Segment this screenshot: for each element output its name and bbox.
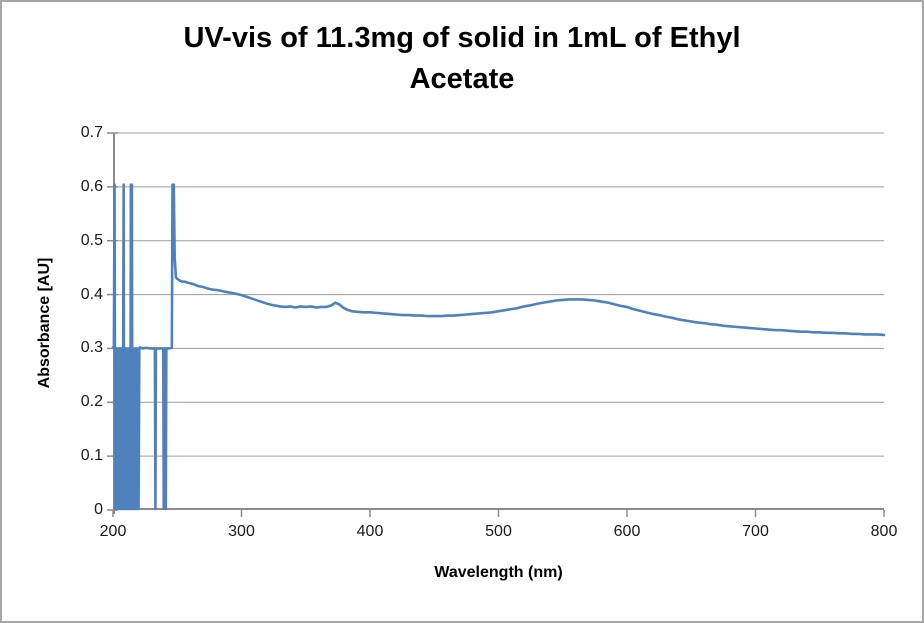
y-tick-label-0.3: 0.3 — [80, 339, 103, 357]
y-tick-label-0.5: 0.5 — [80, 231, 103, 249]
x-tick-label-500: 500 — [485, 523, 512, 540]
x-tick-label-600: 600 — [613, 523, 641, 540]
x-axis-title: Wavelength (nm) — [434, 564, 563, 581]
y-tick-label-0.7: 0.7 — [80, 124, 103, 141]
y-tick-label-0.6: 0.6 — [80, 177, 103, 195]
plot-area — [107, 132, 886, 517]
chart-title: UV-vis of 11.3mg of solid in 1mL of Ethy… — [2, 18, 922, 99]
x-tick-label-400: 400 — [356, 523, 384, 540]
x-tick-label-700: 700 — [742, 523, 769, 540]
y-tick-label-0.1: 0.1 — [80, 447, 103, 465]
x-tick-label-300: 300 — [228, 523, 255, 540]
y-tick-label-0.2: 0.2 — [80, 393, 103, 411]
y-tick-label-0.4: 0.4 — [80, 285, 103, 303]
chart-title-line2: Acetate — [409, 62, 515, 95]
y-tick-label-0: 0 — [94, 501, 103, 518]
spectrum-line — [111, 183, 886, 511]
y-axis-title: Absorbance [AU] — [36, 257, 53, 389]
x-tick-label-200: 200 — [99, 523, 127, 540]
chart-title-line1: UV-vis of 11.3mg of solid in 1mL of Ethy… — [183, 22, 741, 54]
x-tick-label-800: 800 — [870, 523, 898, 540]
